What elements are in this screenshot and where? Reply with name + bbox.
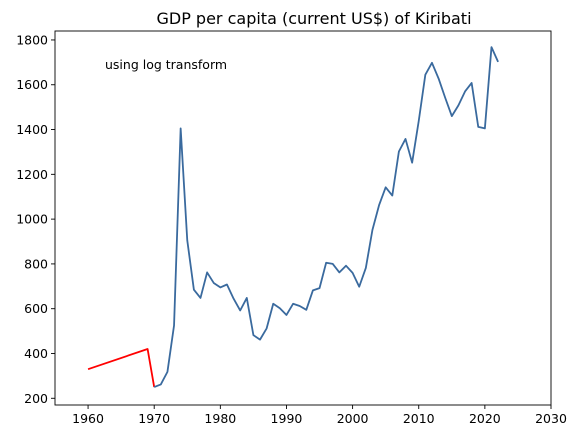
- chart-title: GDP per capita (current US$) of Kiribati: [156, 9, 471, 28]
- x-tick-label-1960: 1960: [72, 411, 104, 426]
- axes-frame: [54, 30, 552, 406]
- x-tick-label-2000: 2000: [337, 411, 369, 426]
- y-tick-label-1800: 1800: [16, 32, 48, 47]
- y-tick-label-1000: 1000: [16, 212, 48, 227]
- y-tick-label-1200: 1200: [16, 167, 48, 182]
- x-tick-label-2020: 2020: [469, 411, 501, 426]
- series-line-1: [153, 46, 499, 388]
- y-tick-label-1600: 1600: [16, 77, 48, 92]
- y-tick-label-1400: 1400: [16, 122, 48, 137]
- x-tick-label-1970: 1970: [138, 411, 170, 426]
- x-tick-label-2030: 2030: [535, 411, 567, 426]
- y-tick-label-400: 400: [24, 346, 48, 361]
- x-tick-label-1980: 1980: [204, 411, 236, 426]
- annotation-text: using log transform: [105, 57, 227, 72]
- plot-area: 1960 1970 1980 1990 2000 2010 2020 2030 200 400 60…: [16, 30, 567, 426]
- x-tick-label-1990: 1990: [271, 411, 303, 426]
- y-tick-label-200: 200: [24, 391, 48, 406]
- y-tick-label-800: 800: [24, 256, 48, 271]
- x-tick-label-2010: 2010: [403, 411, 435, 426]
- y-tick-label-600: 600: [24, 301, 48, 316]
- series-line-0: [87, 348, 156, 388]
